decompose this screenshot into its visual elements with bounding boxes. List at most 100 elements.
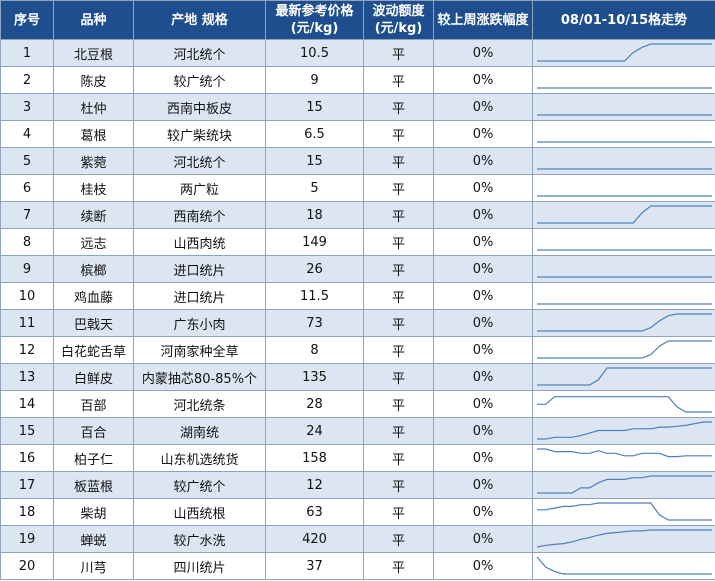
cell-volatility: 平 bbox=[363, 201, 434, 229]
table-row: 11 巴戟天 广东小肉 73 平 0% bbox=[0, 309, 715, 337]
cell-variety: 川芎 bbox=[53, 552, 134, 580]
header-weekly-change: 较上周涨跌幅度 bbox=[433, 0, 533, 40]
cell-index: 18 bbox=[0, 498, 54, 526]
table-row: 16 柏子仁 山东机选统货 158 平 0% bbox=[0, 444, 715, 472]
cell-trend-sparkline bbox=[532, 174, 715, 202]
cell-volatility: 平 bbox=[363, 444, 434, 472]
cell-weekly-change: 0% bbox=[433, 66, 533, 94]
cell-trend-sparkline bbox=[532, 93, 715, 121]
cell-origin-spec: 广东小肉 bbox=[133, 309, 266, 337]
cell-price: 26 bbox=[265, 255, 364, 283]
cell-volatility: 平 bbox=[363, 525, 434, 553]
cell-variety: 百合 bbox=[53, 417, 134, 445]
cell-price: 5 bbox=[265, 174, 364, 202]
cell-weekly-change: 0% bbox=[433, 282, 533, 310]
cell-weekly-change: 0% bbox=[433, 201, 533, 229]
cell-origin-spec: 较广柴统块 bbox=[133, 120, 266, 148]
table-row: 7 续断 西南统个 18 平 0% bbox=[0, 201, 715, 229]
header-price-line2: (元/kg) bbox=[290, 21, 339, 36]
cell-price: 63 bbox=[265, 498, 364, 526]
cell-volatility: 平 bbox=[363, 228, 434, 256]
table-row: 17 板蓝根 较广统个 12 平 0% bbox=[0, 471, 715, 499]
cell-volatility: 平 bbox=[363, 147, 434, 175]
cell-origin-spec: 四川统片 bbox=[133, 552, 266, 580]
header-trend: 08/01-10/15格走势 bbox=[532, 0, 715, 40]
cell-origin-spec: 内蒙抽芯80-85%个 bbox=[133, 363, 266, 391]
cell-origin-spec: 湖南统 bbox=[133, 417, 266, 445]
table-row: 20 川芎 四川统片 37 平 0% bbox=[0, 552, 715, 580]
sparkline-chart bbox=[537, 303, 712, 305]
cell-origin-spec: 西南统个 bbox=[133, 201, 266, 229]
table-row: 5 紫菀 河北统个 15 平 0% bbox=[0, 147, 715, 175]
table-row: 4 葛根 较广柴统块 6.5 平 0% bbox=[0, 120, 715, 148]
cell-trend-sparkline bbox=[532, 363, 715, 391]
cell-price: 420 bbox=[265, 525, 364, 553]
sparkline-line bbox=[537, 502, 712, 521]
sparkline-chart bbox=[537, 168, 712, 170]
cell-volatility: 平 bbox=[363, 552, 434, 580]
cell-trend-sparkline bbox=[532, 120, 715, 148]
cell-trend-sparkline bbox=[532, 201, 715, 229]
cell-trend-sparkline bbox=[532, 525, 715, 553]
sparkline-line bbox=[537, 448, 712, 458]
cell-price: 6.5 bbox=[265, 120, 364, 148]
sparkline-line bbox=[537, 43, 712, 62]
sparkline-line bbox=[537, 313, 712, 332]
cell-weekly-change: 0% bbox=[433, 255, 533, 283]
cell-price: 12 bbox=[265, 471, 364, 499]
cell-volatility: 平 bbox=[363, 498, 434, 526]
cell-weekly-change: 0% bbox=[433, 390, 533, 418]
cell-index: 20 bbox=[0, 552, 54, 580]
cell-trend-sparkline bbox=[532, 228, 715, 256]
sparkline-chart bbox=[536, 556, 712, 575]
cell-index: 11 bbox=[0, 309, 54, 337]
cell-weekly-change: 0% bbox=[433, 120, 533, 148]
cell-volatility: 平 bbox=[363, 390, 434, 418]
cell-weekly-change: 0% bbox=[433, 228, 533, 256]
header-row: 序号 品种 产地 规格 最新参考价格 (元/kg) 波动额度 (元/kg) 较上周涨… bbox=[0, 0, 715, 40]
cell-variety: 百部 bbox=[53, 390, 134, 418]
cell-price: 15 bbox=[265, 147, 364, 175]
cell-volatility: 平 bbox=[363, 363, 434, 391]
cell-trend-sparkline bbox=[532, 471, 715, 499]
cell-variety: 北豆根 bbox=[53, 39, 134, 67]
sparkline-chart bbox=[537, 87, 712, 89]
cell-variety: 远志 bbox=[53, 228, 134, 256]
cell-origin-spec: 西南中板皮 bbox=[133, 93, 266, 121]
table-row: 12 白花蛇舌草 河南家种全草 8 平 0% bbox=[0, 336, 715, 364]
sparkline-chart bbox=[537, 205, 712, 224]
cell-volatility: 平 bbox=[363, 255, 434, 283]
sparkline-chart bbox=[537, 448, 712, 458]
cell-weekly-change: 0% bbox=[433, 417, 533, 445]
sparkline-line bbox=[536, 556, 712, 575]
cell-variety: 杜仲 bbox=[53, 93, 134, 121]
table-row: 1 北豆根 河北统个 10.5 平 0% bbox=[0, 39, 715, 67]
cell-index: 6 bbox=[0, 174, 54, 202]
cell-trend-sparkline bbox=[532, 255, 715, 283]
cell-index: 14 bbox=[0, 390, 54, 418]
cell-price: 73 bbox=[265, 309, 364, 337]
cell-variety: 柴胡 bbox=[53, 498, 134, 526]
cell-index: 3 bbox=[0, 93, 54, 121]
cell-volatility: 平 bbox=[363, 66, 434, 94]
cell-volatility: 平 bbox=[363, 39, 434, 67]
cell-weekly-change: 0% bbox=[433, 363, 533, 391]
cell-index: 16 bbox=[0, 444, 54, 472]
cell-weekly-change: 0% bbox=[433, 309, 533, 337]
cell-index: 1 bbox=[0, 39, 54, 67]
cell-price: 15 bbox=[265, 93, 364, 121]
sparkline-chart bbox=[537, 249, 712, 251]
sparkline-chart bbox=[537, 340, 712, 359]
cell-volatility: 平 bbox=[363, 417, 434, 445]
sparkline-chart bbox=[537, 276, 712, 278]
header-price-line1: 最新参考价格 bbox=[275, 4, 354, 19]
table-row: 13 白鲜皮 内蒙抽芯80-85%个 135 平 0% bbox=[0, 363, 715, 391]
sparkline-line bbox=[536, 529, 712, 548]
cell-origin-spec: 山西统根 bbox=[133, 498, 266, 526]
table-row: 6 桂枝 两广粒 5 平 0% bbox=[0, 174, 715, 202]
cell-variety: 蝉蜕 bbox=[53, 525, 134, 553]
sparkline-chart bbox=[537, 195, 712, 197]
cell-trend-sparkline bbox=[532, 444, 715, 472]
cell-variety: 陈皮 bbox=[53, 66, 134, 94]
cell-index: 12 bbox=[0, 336, 54, 364]
